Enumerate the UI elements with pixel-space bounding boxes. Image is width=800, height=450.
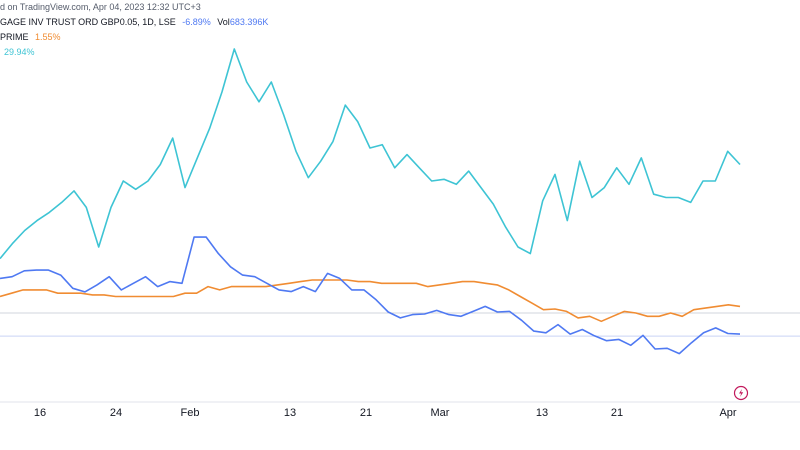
series-line-0[interactable]: [0, 236, 741, 355]
x-tick-label: Feb: [181, 407, 200, 419]
legend-row-second: PRIME 1.55%: [0, 30, 268, 45]
legend-change-main: -6.89%: [182, 17, 211, 27]
lightning-icon[interactable]: [733, 385, 749, 401]
x-tick-label: 16: [34, 407, 46, 419]
chart-legend: d on TradingView.com, Apr 04, 2023 12:32…: [0, 0, 268, 60]
x-tick-label: 13: [536, 407, 548, 419]
x-tick-label: 21: [360, 407, 372, 419]
legend-change-third: 29.94%: [4, 47, 35, 57]
legend-row-third: 29.94%: [0, 45, 268, 60]
legend-change-second: 1.55%: [35, 32, 61, 42]
x-tick-label: Apr: [719, 407, 736, 419]
legend-volume-label: Vol: [217, 17, 230, 27]
legend-label-main: GAGE INV TRUST ORD GBP0.05, 1D, LSE: [0, 17, 176, 27]
legend-volume-value: 683.396K: [229, 17, 269, 27]
legend-label-second: PRIME: [0, 32, 29, 42]
series-line-1[interactable]: [0, 279, 741, 323]
x-tick-label: Mar: [431, 407, 450, 419]
legend-row-main: GAGE INV TRUST ORD GBP0.05, 1D, LSE -6.8…: [0, 15, 268, 30]
x-tick-label: 21: [611, 407, 623, 419]
x-tick-label: 24: [110, 407, 122, 419]
series-line-2[interactable]: [0, 48, 741, 260]
published-line: d on TradingView.com, Apr 04, 2023 12:32…: [0, 2, 201, 12]
x-tick-label: 13: [284, 407, 296, 419]
